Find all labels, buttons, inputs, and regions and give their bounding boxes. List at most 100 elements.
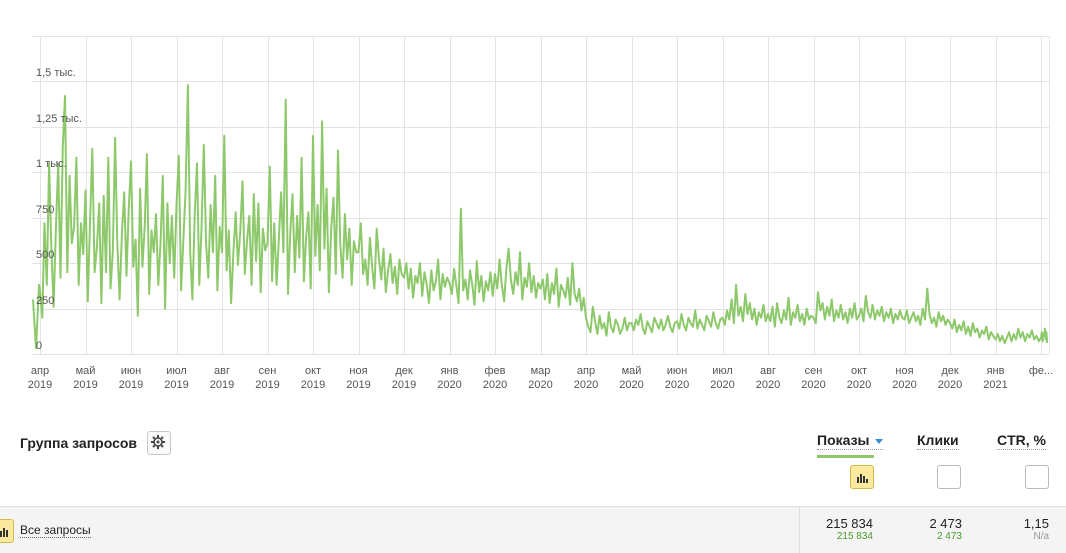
x-tick-month: апр (576, 365, 596, 377)
x-tick-label: июн 2019 (106, 364, 156, 392)
y-tick-label: 750 (36, 203, 55, 216)
group-header: Группа запросов (20, 431, 172, 455)
y-axis-label: Показы (0, 161, 3, 200)
shows-value: 215 834 (826, 516, 873, 531)
shows-chart-toggle[interactable] (850, 465, 874, 489)
x-tick-year: 2020 (755, 379, 781, 391)
bar-chart-icon (857, 474, 868, 483)
x-tick-month: янв (440, 365, 459, 377)
x-tick-label: июн 2020 (652, 364, 702, 392)
x-tick-label: янв 2020 (425, 364, 475, 392)
column-divider (799, 507, 800, 553)
x-tick-month: июл (712, 365, 733, 377)
x-tick-label: сен 2020 (789, 364, 839, 392)
x-tick-label: мар 2020 (516, 364, 566, 392)
row-chart-toggle[interactable] (0, 519, 14, 543)
x-tick-year: 2020 (710, 379, 735, 391)
x-tick-month: янв (986, 365, 1005, 377)
x-tick-year: 2019 (255, 379, 280, 391)
x-tick-year: 2020 (892, 379, 917, 391)
clicks-value: 2 473 (929, 516, 962, 531)
x-tick-year: 2019 (164, 379, 189, 391)
chart-svg (32, 36, 1050, 355)
active-column-indicator (817, 455, 874, 458)
x-tick-label: авг 2020 (743, 364, 793, 392)
gear-button[interactable] (147, 431, 172, 455)
x-tick-label: дек 2020 (925, 364, 975, 392)
clicks-chart-toggle[interactable] (937, 465, 961, 489)
x-tick-year: 2020 (664, 379, 690, 391)
x-tick-month: фев (484, 365, 506, 377)
x-tick-label: июл 2019 (152, 364, 202, 392)
x-tick-label: дек 2019 (379, 364, 429, 392)
x-tick-label: сен 2019 (243, 364, 293, 392)
ctr-value: 1,15 (1023, 516, 1049, 531)
x-tick-year: 2020 (528, 379, 553, 391)
x-tick-label: июл 2020 (698, 364, 748, 392)
x-tick-label: окт 2019 (288, 364, 338, 392)
clicks-sub-value: 2 473 (936, 531, 962, 542)
x-tick-month: ноя (895, 365, 914, 377)
x-tick-year: 2019 (73, 379, 98, 391)
x-tick-year: 2019 (300, 379, 326, 391)
x-tick-year: 2019 (118, 379, 144, 391)
x-tick-year: 2020 (619, 379, 644, 391)
ctr-cell: 1,15 N/a (1024, 516, 1049, 543)
x-tick-month: фе... (1028, 365, 1054, 377)
x-tick-year: 2020 (573, 379, 599, 391)
x-tick-month: авг (760, 365, 776, 377)
x-tick-year: 2020 (846, 379, 872, 391)
x-tick-month: апр (30, 365, 50, 377)
column-shows-header[interactable]: Показы (817, 431, 883, 450)
x-tick-label: фев 2020 (470, 364, 520, 392)
ctr-chart-toggle[interactable] (1025, 465, 1049, 489)
x-tick-month: окт (850, 365, 868, 377)
x-tick-month: мар (530, 365, 551, 377)
column-shows-label: Показы (817, 432, 870, 448)
x-tick-year: 2019 (391, 379, 417, 391)
y-tick-label: 0 (36, 340, 43, 352)
x-tick-month: май (621, 365, 642, 377)
all-queries-link[interactable]: Все запросы (20, 523, 91, 538)
y-tick-label: 1 тыс. (36, 158, 67, 171)
x-tick-label: май 2019 (61, 364, 111, 392)
chart: Показы 0 250 500 750 1 тыс. 1,25 тыс. 1,5 тыс.… (0, 36, 1066, 392)
x-tick-label: ноя 2019 (334, 364, 384, 392)
x-tick-year: 2021 (983, 379, 1008, 391)
series-line-shows (32, 84, 1049, 350)
column-ctr-header[interactable]: CTR, % (997, 431, 1046, 450)
column-clicks-header[interactable]: Клики (917, 431, 959, 450)
sort-desc-icon (874, 438, 883, 444)
x-tick-month: сен (804, 365, 823, 377)
x-tick-label: май 2020 (607, 364, 657, 392)
column-clicks-label: Клики (917, 432, 959, 448)
shows-cell: 215 834 215 834 (826, 516, 873, 543)
x-tick-label: ноя 2020 (880, 364, 930, 392)
bar-chart-icon (0, 528, 8, 537)
gear-icon (151, 435, 166, 449)
x-tick-month: авг (214, 365, 230, 377)
x-tick-label: авг 2019 (197, 364, 247, 392)
x-tick-label: янв 2021 (971, 364, 1021, 392)
column-ctr-label: CTR, % (997, 432, 1046, 448)
x-tick-month: июн (666, 365, 688, 377)
x-tick-year: 2019 (27, 379, 53, 391)
x-tick-year: 2019 (346, 379, 371, 391)
y-tick-label: 1,5 тыс. (36, 67, 76, 80)
shows-sub-value: 215 834 (836, 531, 873, 542)
x-tick-month: июн (120, 365, 142, 377)
x-tick-year: 2020 (801, 379, 826, 391)
x-tick-month: дек (941, 365, 959, 377)
ctr-sub-value: N/a (1033, 531, 1049, 542)
group-title: Группа запросов (20, 435, 138, 451)
x-tick-label: окт 2020 (834, 364, 884, 392)
x-tick-month: май (75, 365, 96, 377)
x-tick-year: 2020 (937, 379, 963, 391)
y-tick-label: 250 (36, 294, 55, 307)
y-tick-label: 500 (36, 249, 55, 262)
x-tick-label: апр 2020 (561, 364, 611, 392)
x-tick-label: фе... (1016, 364, 1066, 378)
x-tick-month: ноя (349, 365, 368, 377)
x-tick-month: июл (166, 365, 187, 377)
x-tick-month: сен (258, 365, 277, 377)
